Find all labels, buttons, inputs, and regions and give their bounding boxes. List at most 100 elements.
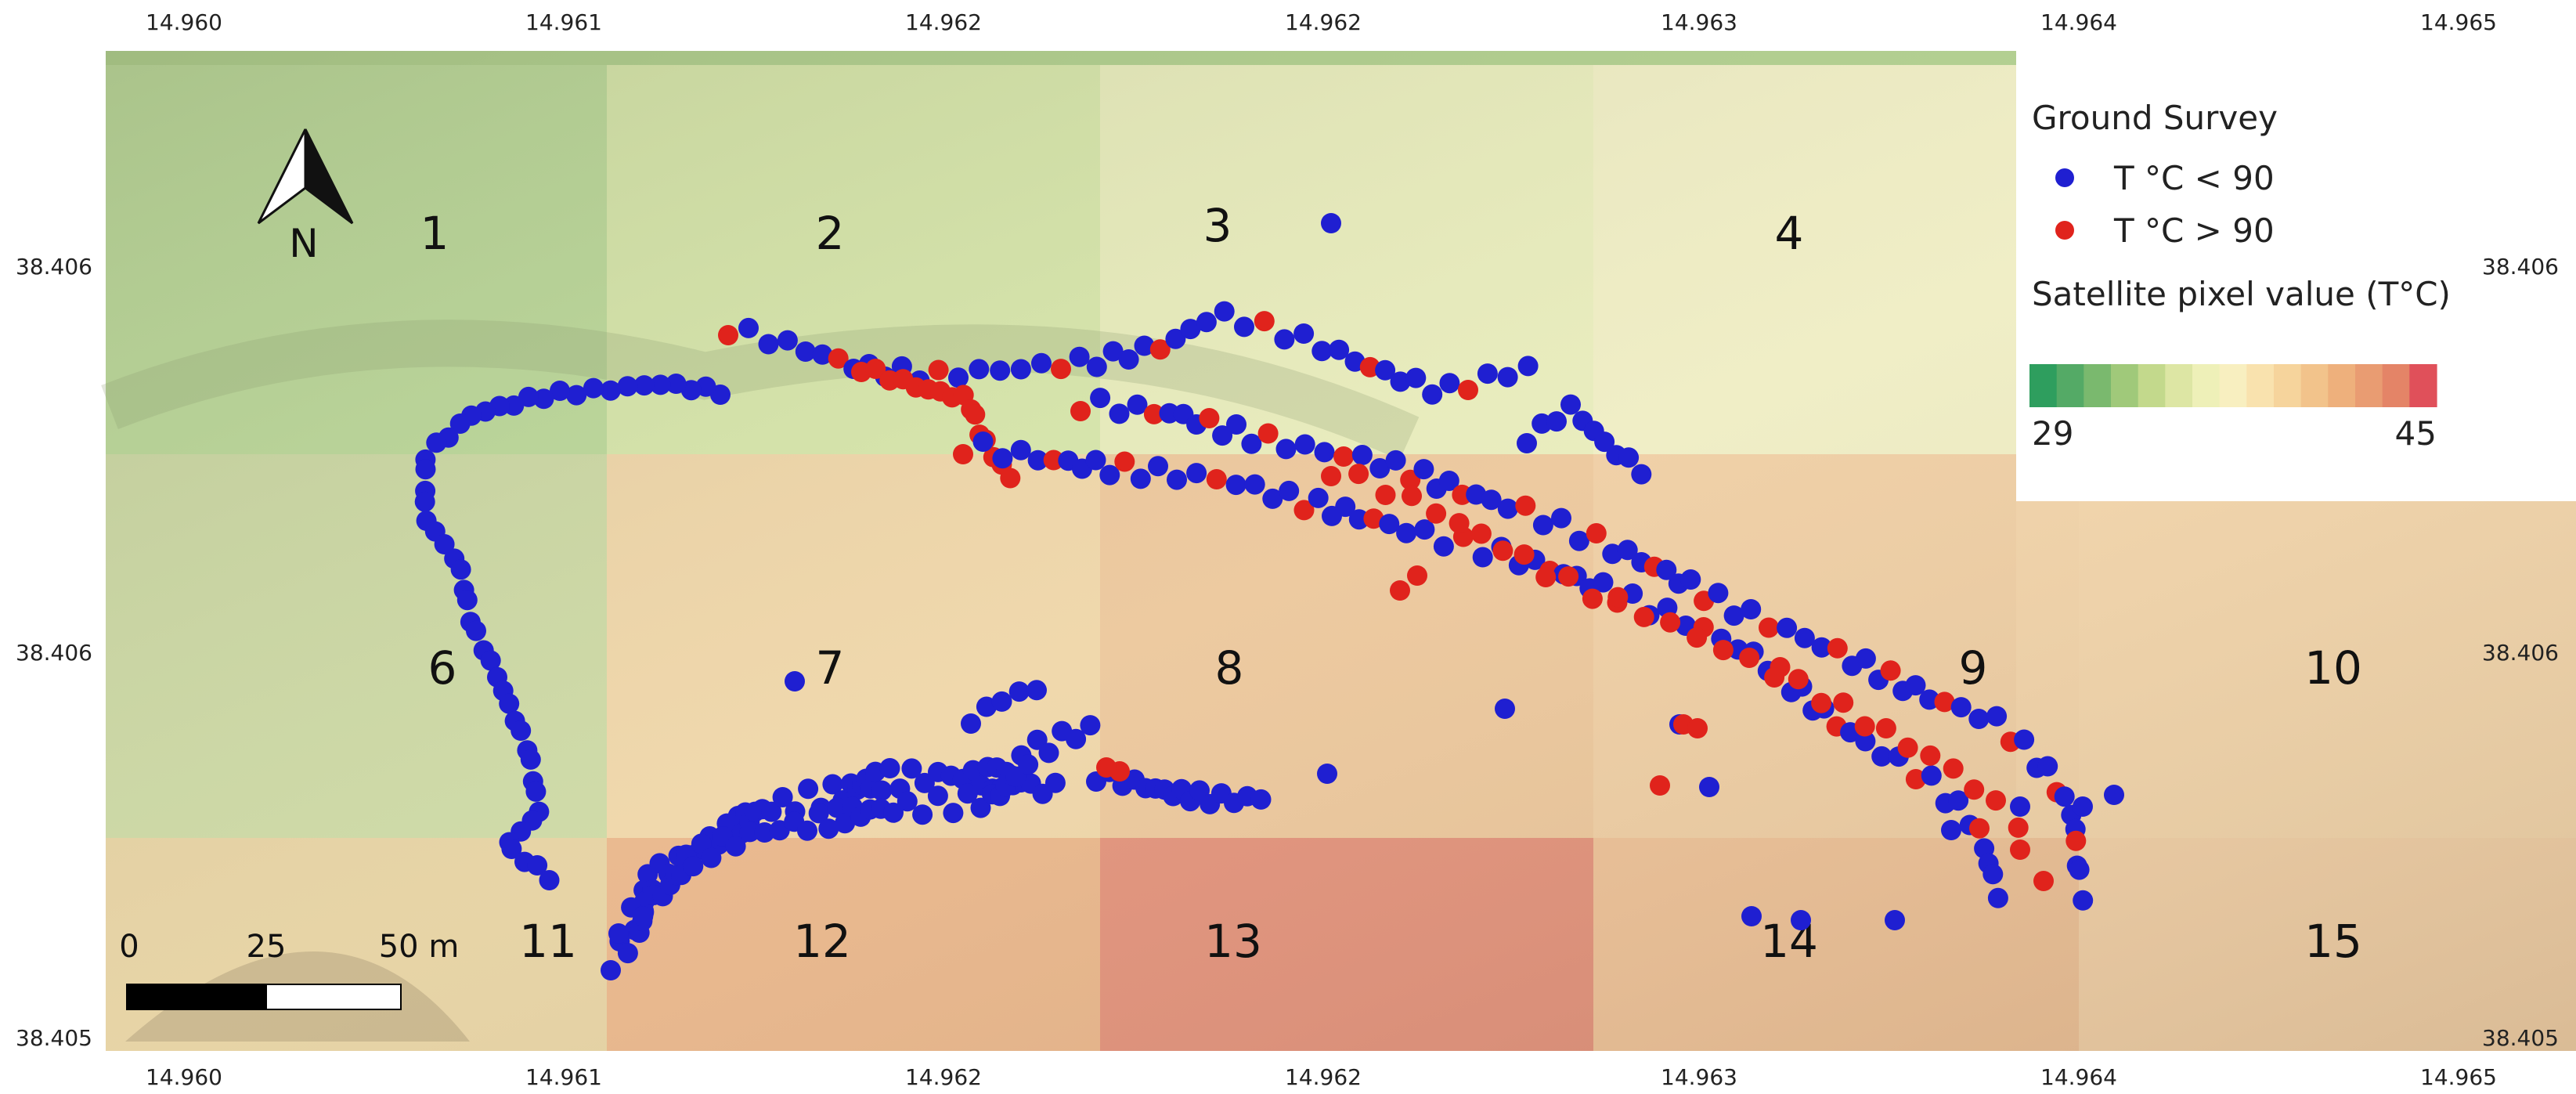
survey-point-cool xyxy=(617,376,638,397)
survey-point-hot xyxy=(1254,311,1275,332)
survey-point-cool xyxy=(758,334,779,355)
survey-point-cool xyxy=(511,720,532,741)
survey-point-cool xyxy=(1950,697,1972,718)
survey-point-cool xyxy=(1885,910,1905,930)
survey-point-cool xyxy=(1618,447,1640,468)
survey-point-cool xyxy=(1127,394,1148,415)
survey-point-cool xyxy=(1069,346,1090,367)
survey-point-cool xyxy=(1680,569,1701,590)
survey-point-cool xyxy=(1723,605,1744,626)
survey-point-cool xyxy=(701,847,722,868)
survey-point-cool xyxy=(883,802,904,823)
survey-point-cool xyxy=(480,650,501,671)
survey-point-cool xyxy=(533,388,554,410)
survey-point-cool xyxy=(450,559,471,580)
top-tick: 14.964 xyxy=(2040,9,2117,35)
ramp-swatch xyxy=(2192,364,2221,407)
survey-point-cool xyxy=(2010,796,2030,817)
survey-point-hot xyxy=(1492,540,1513,561)
legend: Ground Survey T °C < 90 T °C > 90 Satell… xyxy=(2016,51,2576,501)
survey-point-cool xyxy=(761,801,782,822)
survey-point-cool xyxy=(503,395,525,416)
cell-label-6: 6 xyxy=(428,641,457,695)
survey-point-cool xyxy=(1439,373,1460,394)
survey-point-cool xyxy=(1311,341,1333,362)
survey-point-cool xyxy=(1109,403,1130,424)
survey-point-cool xyxy=(683,856,704,877)
survey-point-cool xyxy=(1348,509,1369,530)
survey-point-hot xyxy=(1558,566,1579,587)
north-arrow-icon: N xyxy=(257,128,354,266)
survey-point-cool xyxy=(1118,349,1139,370)
survey-points xyxy=(414,213,2124,980)
survey-point-hot xyxy=(1943,758,1964,779)
survey-point-cool xyxy=(666,374,687,394)
survey-point-hot xyxy=(1114,451,1135,472)
top-tick: 14.960 xyxy=(146,9,222,35)
survey-point-cool xyxy=(1855,648,1876,669)
survey-point-cool xyxy=(1741,906,1762,926)
survey-point-hot xyxy=(1920,745,1941,766)
survey-point-hot xyxy=(1363,508,1384,529)
survey-point-cool xyxy=(1560,394,1581,415)
survey-point-cool xyxy=(1631,464,1652,485)
survey-point-cool xyxy=(608,923,629,944)
left-tick: 38.406 xyxy=(16,254,92,280)
survey-point-cool xyxy=(992,448,1013,469)
survey-point-hot xyxy=(865,359,886,379)
survey-point-cool xyxy=(1018,754,1039,775)
survey-point-cool xyxy=(1413,459,1434,480)
survey-point-hot xyxy=(2008,817,2029,838)
survey-point-hot xyxy=(1426,503,1447,524)
survey-point-cool xyxy=(1968,709,1990,729)
survey-point-cool xyxy=(1921,765,1942,786)
survey-point-cool xyxy=(785,671,805,691)
survey-point-hot xyxy=(1875,718,1896,738)
survey-point-cool xyxy=(1244,474,1265,495)
cell-label-11: 11 xyxy=(519,915,577,968)
right-tick: 38.405 xyxy=(2482,1025,2559,1051)
survey-point-cool xyxy=(1148,456,1168,477)
scale-bar-white xyxy=(265,984,402,1010)
survey-point-cool xyxy=(1099,464,1120,486)
survey-point-cool xyxy=(808,803,829,824)
bottom-tick: 14.965 xyxy=(2420,1064,2497,1090)
top-tick: 14.963 xyxy=(1661,9,1737,35)
survey-point-hot xyxy=(1650,775,1670,796)
survey-point-cool xyxy=(601,960,621,980)
survey-point-hot xyxy=(965,404,986,425)
survey-point-hot xyxy=(1470,523,1492,544)
survey-point-hot xyxy=(1586,523,1607,543)
survey-point-cool xyxy=(1379,514,1400,535)
north-arrow-right-half xyxy=(304,128,354,225)
survey-point-hot xyxy=(1449,513,1470,534)
survey-point-cool xyxy=(1422,384,1443,405)
survey-point-cool xyxy=(1532,515,1553,536)
survey-point-cool xyxy=(1546,411,1567,432)
legend-color-ramp xyxy=(2029,364,2437,407)
survey-point-cool xyxy=(827,797,848,818)
survey-point-cool xyxy=(1593,572,1614,593)
survey-point-hot xyxy=(1687,718,1708,738)
survey-point-hot xyxy=(1096,757,1117,778)
cell-label-2: 2 xyxy=(816,207,845,260)
survey-point-cool xyxy=(1871,746,1892,767)
survey-point-hot xyxy=(1000,468,1021,489)
scale-bar: 0 25 50 m xyxy=(119,929,459,1010)
cell-label-13: 13 xyxy=(1204,915,1262,968)
ramp-swatch xyxy=(2138,364,2166,407)
survey-point-cool xyxy=(1777,617,1798,638)
survey-point-cool xyxy=(1811,637,1832,658)
cell-label-10: 10 xyxy=(2304,641,2362,695)
survey-point-hot xyxy=(1257,423,1279,444)
survey-point-cool xyxy=(990,360,1011,381)
survey-point-hot xyxy=(1051,359,1071,380)
survey-point-cool xyxy=(1986,706,2008,727)
legend-blue-marker xyxy=(2055,168,2074,187)
survey-point-cool xyxy=(617,943,638,964)
survey-point-cool xyxy=(812,344,833,365)
survey-point-cool xyxy=(901,758,922,779)
survey-point-cool xyxy=(798,778,819,800)
survey-point-cool xyxy=(1983,864,2004,885)
